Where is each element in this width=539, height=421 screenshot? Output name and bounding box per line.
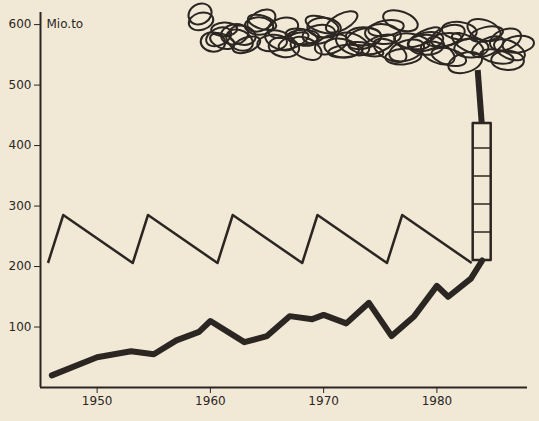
- svg-text:1970: 1970: [308, 394, 339, 408]
- svg-text:1980: 1980: [422, 394, 453, 408]
- svg-text:500: 500: [9, 78, 32, 92]
- svg-text:600: 600: [9, 17, 32, 31]
- svg-text:100: 100: [9, 320, 32, 334]
- svg-text:1950: 1950: [82, 394, 113, 408]
- svg-text:300: 300: [9, 199, 32, 213]
- svg-text:1960: 1960: [195, 394, 226, 408]
- svg-text:Mio.to: Mio.to: [47, 17, 84, 31]
- svg-text:400: 400: [9, 138, 32, 152]
- svg-text:200: 200: [9, 259, 32, 273]
